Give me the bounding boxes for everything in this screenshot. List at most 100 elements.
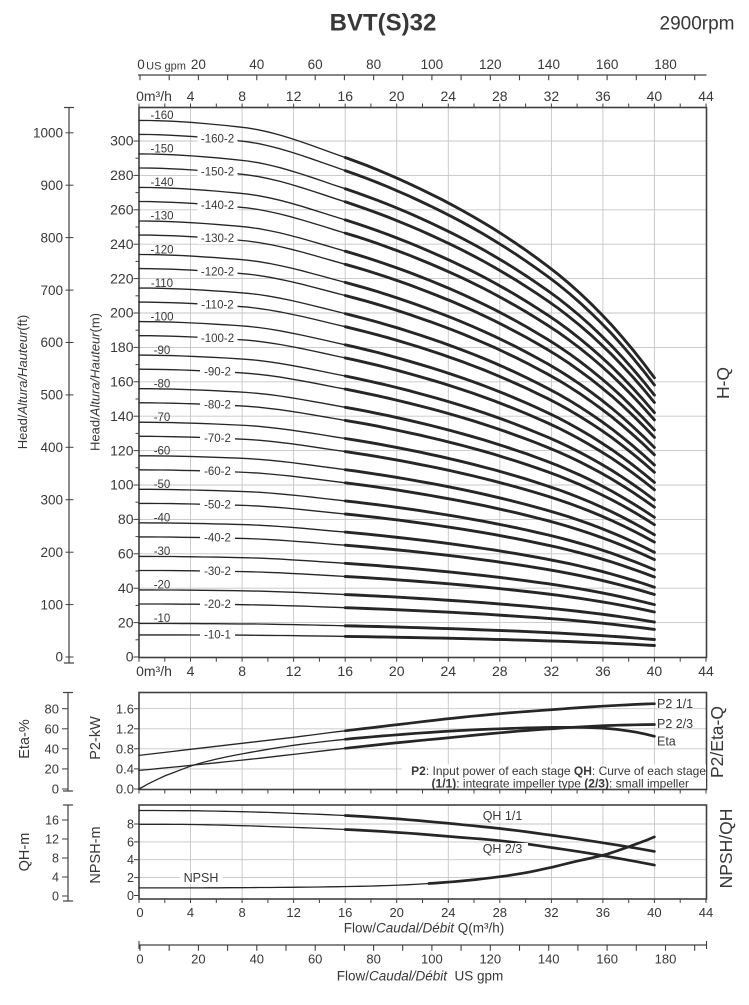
svg-text:40: 40 — [647, 663, 663, 679]
svg-text:40: 40 — [250, 952, 264, 967]
svg-text:12: 12 — [45, 832, 59, 846]
svg-text:40: 40 — [249, 57, 264, 72]
svg-text:16: 16 — [337, 88, 353, 104]
svg-text:32: 32 — [544, 905, 558, 920]
svg-text:40: 40 — [647, 905, 661, 920]
svg-text:-100: -100 — [150, 311, 173, 323]
svg-text:120: 120 — [110, 442, 134, 458]
svg-text:160: 160 — [596, 57, 619, 72]
svg-text:QH 1/1: QH 1/1 — [483, 809, 523, 823]
svg-text:28: 28 — [493, 905, 507, 920]
svg-text:200: 200 — [40, 545, 63, 560]
svg-text:8: 8 — [238, 88, 246, 104]
svg-text:-80-2: -80-2 — [204, 400, 231, 412]
svg-text:180: 180 — [655, 952, 677, 967]
svg-text:-110-2: -110-2 — [201, 300, 233, 312]
svg-text:QH 2/3: QH 2/3 — [483, 842, 523, 856]
svg-text:100: 100 — [40, 597, 63, 612]
svg-text:0: 0 — [52, 889, 59, 903]
svg-text:P2 2/3: P2 2/3 — [657, 717, 693, 731]
svg-text:Flow/Caudal/Débit US gpm: Flow/Caudal/Débit US gpm — [337, 969, 504, 984]
svg-text:-140-2: -140-2 — [201, 200, 234, 212]
svg-text:0.4: 0.4 — [116, 762, 134, 777]
svg-text:(1/1): integrate impeller type: (1/1): integrate impeller type (2/3): sm… — [432, 777, 689, 791]
svg-text:140: 140 — [538, 952, 560, 967]
svg-text:44: 44 — [698, 663, 714, 679]
svg-text:-30: -30 — [154, 546, 171, 558]
svg-text:-30-2: -30-2 — [204, 566, 231, 578]
svg-text:Eta-%: Eta-% — [17, 719, 33, 759]
svg-text:Head/Altura/Hauteur(ft): Head/Altura/Hauteur(ft) — [15, 315, 30, 449]
svg-text:60: 60 — [308, 57, 323, 72]
svg-text:-20-2: -20-2 — [204, 599, 231, 611]
svg-text:20: 20 — [191, 952, 205, 967]
svg-text:16: 16 — [45, 813, 59, 827]
svg-text:-130: -130 — [150, 211, 173, 223]
svg-text:0m³/h: 0m³/h — [136, 88, 172, 104]
svg-text:0: 0 — [52, 782, 59, 797]
svg-text:8: 8 — [127, 817, 134, 831]
svg-text:8: 8 — [238, 663, 246, 679]
svg-text:-10: -10 — [154, 613, 171, 625]
svg-text:2900rpm: 2900rpm — [660, 14, 735, 35]
svg-text:12: 12 — [286, 905, 300, 920]
svg-text:100: 100 — [110, 477, 134, 493]
svg-text:0: 0 — [55, 650, 63, 665]
svg-text:80: 80 — [118, 511, 134, 527]
svg-text:60: 60 — [118, 546, 134, 562]
svg-text:300: 300 — [110, 133, 134, 149]
svg-text:16: 16 — [337, 663, 353, 679]
svg-text:Eta: Eta — [657, 735, 676, 749]
svg-text:P2 1/1: P2 1/1 — [657, 697, 693, 711]
svg-text:180: 180 — [110, 339, 134, 355]
svg-text:20: 20 — [45, 762, 59, 777]
svg-text:0: 0 — [126, 649, 134, 665]
svg-text:4: 4 — [187, 88, 195, 104]
svg-text:24: 24 — [441, 663, 457, 679]
svg-text:-140: -140 — [150, 177, 173, 189]
svg-text:140: 140 — [537, 57, 560, 72]
svg-text:180: 180 — [654, 57, 677, 72]
svg-text:44: 44 — [698, 88, 714, 104]
svg-text:16: 16 — [338, 905, 352, 920]
svg-text:8: 8 — [52, 851, 59, 865]
svg-text:24: 24 — [441, 905, 455, 920]
svg-text:36: 36 — [595, 88, 611, 104]
svg-text:36: 36 — [596, 905, 610, 920]
svg-text:4: 4 — [127, 853, 134, 867]
svg-text:400: 400 — [40, 440, 63, 455]
svg-text:20: 20 — [389, 663, 405, 679]
svg-text:80: 80 — [45, 701, 59, 716]
svg-text:44: 44 — [699, 905, 713, 920]
svg-text:4: 4 — [187, 663, 195, 679]
svg-text:32: 32 — [544, 88, 560, 104]
svg-text:20: 20 — [389, 905, 403, 920]
svg-text:4: 4 — [187, 905, 194, 920]
svg-text:800: 800 — [40, 230, 63, 245]
svg-text:-150: -150 — [150, 144, 173, 156]
svg-text:12: 12 — [286, 88, 302, 104]
svg-text:32: 32 — [544, 663, 560, 679]
svg-text:120: 120 — [479, 952, 501, 967]
svg-text:280: 280 — [110, 167, 134, 183]
svg-text:4: 4 — [52, 870, 59, 884]
svg-text:-160-2: -160-2 — [201, 133, 234, 145]
svg-text:-130-2: -130-2 — [201, 233, 234, 245]
svg-text:100: 100 — [421, 57, 444, 72]
svg-text:BVT(S)32: BVT(S)32 — [330, 10, 437, 37]
svg-text:-160: -160 — [150, 110, 173, 122]
svg-text:700: 700 — [40, 283, 63, 298]
svg-text:100: 100 — [421, 952, 443, 967]
svg-text:200: 200 — [110, 305, 134, 321]
svg-text:12: 12 — [286, 663, 302, 679]
svg-text:240: 240 — [110, 236, 134, 252]
svg-text:600: 600 — [40, 335, 63, 350]
svg-text:28: 28 — [492, 88, 508, 104]
svg-text:140: 140 — [110, 408, 134, 424]
svg-text:-50-2: -50-2 — [204, 499, 231, 511]
svg-text:20: 20 — [191, 57, 206, 72]
svg-text:0m³/h: 0m³/h — [136, 663, 172, 679]
svg-text:60: 60 — [308, 952, 322, 967]
svg-text:-70: -70 — [154, 412, 171, 424]
svg-text:-100-2: -100-2 — [201, 333, 234, 345]
